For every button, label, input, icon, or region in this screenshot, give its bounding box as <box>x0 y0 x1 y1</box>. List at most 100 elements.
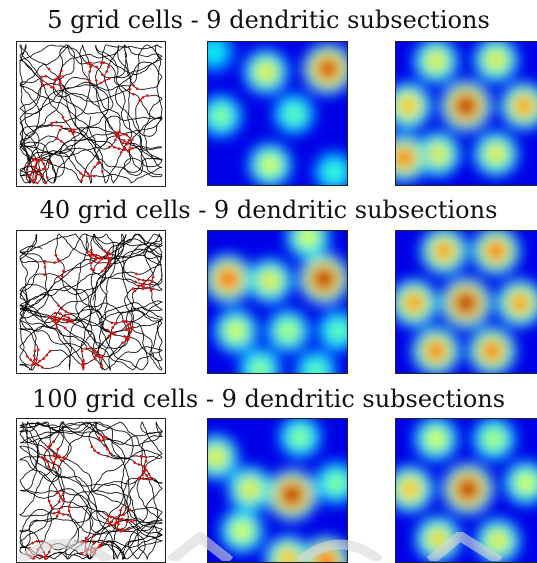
spike-dot <box>86 538 90 542</box>
spike-dot <box>41 174 45 178</box>
spike-dot <box>33 354 36 357</box>
spike-dot <box>150 476 153 480</box>
spike-dot <box>115 134 119 138</box>
spike-dot <box>106 455 109 458</box>
spike-dot <box>96 162 100 165</box>
firing-field <box>430 531 446 547</box>
spike-dot <box>92 351 96 355</box>
autocorrelogram <box>396 42 537 185</box>
spike-dot <box>53 512 56 515</box>
spike-dot <box>137 278 140 281</box>
spike-dot <box>37 363 40 367</box>
spike-dot <box>120 527 124 531</box>
firing-field <box>428 343 444 359</box>
spike-dot <box>133 289 137 292</box>
spike-dot <box>48 444 51 448</box>
spike-dot <box>102 61 106 64</box>
spike-dot <box>151 287 154 291</box>
firing-field <box>327 165 341 179</box>
spike-dot <box>146 94 149 97</box>
spike-dot <box>141 287 144 290</box>
spike-dot <box>85 347 88 351</box>
spike-dot <box>100 364 103 367</box>
spike-dot <box>121 341 124 344</box>
spike-dot <box>53 319 56 322</box>
spike-dot <box>133 461 136 464</box>
spike-dot <box>123 335 126 338</box>
spike-dot <box>27 163 31 167</box>
firing-field <box>458 98 474 114</box>
spike-dot <box>96 354 99 358</box>
spike-dot <box>144 460 148 463</box>
spike-dot <box>105 436 108 439</box>
spike-dot <box>57 510 60 513</box>
spike-dot <box>79 552 83 555</box>
spike-dot <box>129 520 133 523</box>
spike-dot <box>47 67 51 71</box>
spike-dot <box>81 174 85 178</box>
spike-dot <box>110 520 113 523</box>
spike-dot <box>33 165 36 169</box>
spike-dot <box>52 315 56 318</box>
firing-field <box>488 52 504 68</box>
spike-dot <box>106 447 109 451</box>
firing-field <box>281 324 295 338</box>
spike-dot <box>113 516 116 520</box>
spike-dot <box>101 540 105 544</box>
spike-dot <box>57 259 61 263</box>
spike-dot <box>119 138 122 142</box>
autocorrelogram <box>396 231 537 373</box>
spike-dot <box>63 314 67 317</box>
spike-dot <box>104 254 108 258</box>
spike-dot <box>115 527 119 530</box>
spike-dot <box>101 354 104 358</box>
rate-map-panel <box>207 418 348 563</box>
spike-dot <box>86 62 90 65</box>
spike-dot <box>106 328 109 332</box>
spike-dot <box>90 63 94 67</box>
spike-dot <box>39 173 42 176</box>
row-title-5-grid-cells: 5 grid cells - 9 dendritic subsections <box>47 6 490 34</box>
spike-dot <box>121 319 125 323</box>
firing-field <box>284 487 300 503</box>
spike-dot <box>48 350 52 353</box>
spike-dot <box>98 161 102 164</box>
spike-dot <box>137 284 141 288</box>
spike-dot <box>119 151 123 154</box>
spike-dot <box>34 362 38 366</box>
spike-dot <box>67 318 70 321</box>
spike-dot <box>131 287 135 290</box>
spike-dot <box>103 444 106 447</box>
spike-dot <box>89 346 93 350</box>
spike-dot <box>90 267 93 271</box>
spike-dot <box>89 253 93 257</box>
spike-dot <box>123 146 127 150</box>
spike-dot <box>137 463 141 466</box>
spike-dot <box>68 312 72 316</box>
firing-field <box>253 362 267 373</box>
spike-dot <box>95 257 98 260</box>
spike-dot <box>68 129 71 133</box>
spike-dot <box>34 171 38 175</box>
spike-dot <box>139 98 142 102</box>
spike-dot <box>113 130 117 134</box>
spike-dot <box>96 350 99 353</box>
spike-dot <box>124 506 128 510</box>
spike-dot <box>90 445 94 448</box>
spike-dot <box>61 116 65 119</box>
spike-dot <box>94 358 97 361</box>
firing-field <box>487 432 501 446</box>
spike-dot <box>67 316 70 319</box>
spike-dot <box>108 521 111 524</box>
firing-field <box>490 533 506 549</box>
animal-trajectory <box>18 43 163 185</box>
row-title-40-grid-cells: 40 grid cells - 9 dendritic subsections <box>39 196 498 224</box>
spike-dot <box>107 250 110 254</box>
spike-dot <box>148 283 151 286</box>
spike-dot <box>47 499 51 503</box>
spike-dot <box>110 321 114 325</box>
spike-dot <box>100 356 104 360</box>
spike-dot <box>58 312 62 315</box>
spike-dot <box>50 124 54 127</box>
spike-dot <box>92 268 95 272</box>
